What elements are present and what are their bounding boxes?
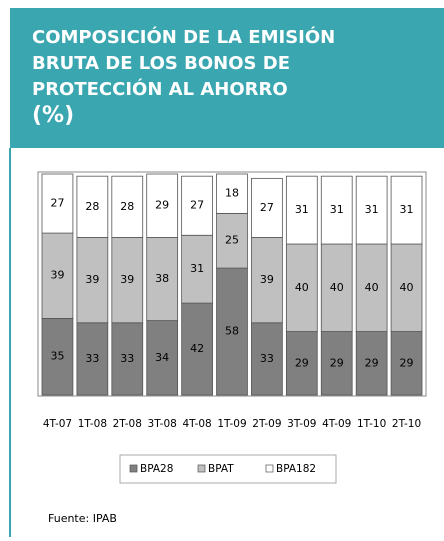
x-tick-label: 1T-09 — [217, 418, 246, 430]
x-tick-label: 1T-10 — [357, 418, 386, 430]
data-label: 29 — [330, 356, 344, 369]
bar-segment — [181, 234, 213, 304]
title-line: PROTECCIÓN AL AHORRO — [32, 78, 288, 100]
legend-label: BPA28 — [140, 463, 173, 475]
bar-segment — [355, 331, 388, 396]
bar-segment — [251, 177, 283, 238]
data-label: 40 — [400, 281, 414, 294]
bar-segment — [76, 322, 109, 396]
bar-segment — [390, 331, 423, 396]
data-label: 33 — [260, 352, 274, 365]
data-label: 27 — [50, 197, 64, 210]
data-label: 29 — [365, 356, 379, 369]
data-label: 33 — [85, 352, 99, 365]
bar-segment — [355, 175, 388, 245]
data-label: 39 — [50, 269, 64, 282]
data-label: 39 — [260, 273, 274, 286]
bar-segment — [285, 331, 318, 396]
data-label: 35 — [50, 350, 64, 363]
bar-segment — [111, 175, 144, 238]
data-label: 29 — [155, 199, 169, 212]
x-tick-label: 2T-10 — [392, 418, 421, 430]
bar-segment — [285, 243, 318, 332]
data-label: 38 — [155, 272, 169, 285]
data-label: 42 — [190, 342, 204, 355]
bar-segment — [216, 212, 248, 269]
bar-segment — [320, 243, 353, 332]
bar-segment — [390, 175, 423, 245]
data-label: 18 — [225, 187, 239, 200]
bar-segment — [320, 331, 353, 396]
data-label: 31 — [365, 203, 379, 216]
x-tick-label: 3T-08 — [148, 418, 177, 430]
data-label: 25 — [225, 234, 239, 247]
data-label: 31 — [295, 203, 309, 216]
data-label: 40 — [295, 281, 309, 294]
data-label: 31 — [190, 262, 204, 275]
bar-segment — [41, 173, 74, 234]
data-label: 39 — [85, 273, 99, 286]
data-label: 34 — [155, 351, 169, 364]
bar-segment — [181, 175, 213, 236]
x-tick-label: 3T-09 — [287, 418, 316, 430]
bar-segment — [146, 320, 179, 396]
data-label: 58 — [225, 325, 239, 338]
bar-segment — [285, 175, 318, 245]
data-label: 27 — [190, 199, 204, 212]
bar-segment — [76, 237, 109, 324]
data-label: 31 — [330, 203, 344, 216]
source: Fuente: IPAB — [48, 512, 117, 525]
x-tick-label: 1T-08 — [78, 418, 107, 430]
data-label: 27 — [260, 201, 274, 214]
data-label: 28 — [120, 200, 134, 213]
data-label: 33 — [120, 352, 134, 365]
data-label: 39 — [120, 273, 134, 286]
bar-segment — [390, 243, 423, 332]
data-label: 29 — [400, 356, 414, 369]
title-line: (%) — [32, 103, 74, 128]
title-line: BRUTA DE LOS BONOS DE — [32, 53, 290, 74]
x-tick-label: 4T-07 — [43, 418, 72, 430]
bar-segment — [146, 237, 179, 322]
bar-segment — [76, 175, 109, 238]
legend-label: BPAT — [208, 463, 234, 475]
bar-segment — [111, 322, 144, 396]
data-label: 40 — [365, 281, 379, 294]
bar-segment — [146, 173, 179, 238]
bar-segment — [216, 267, 248, 396]
x-tick-label: 2T-09 — [252, 418, 281, 430]
data-label: 29 — [295, 356, 309, 369]
x-tick-label: 4T-08 — [182, 418, 211, 430]
bar-segment — [181, 302, 213, 396]
legend-swatch — [197, 464, 206, 473]
bar-segment — [320, 175, 353, 245]
bar-segment — [251, 322, 283, 396]
data-label: 28 — [85, 200, 99, 213]
title-line: COMPOSICIÓN DE LA EMISIÓN — [32, 26, 335, 48]
bar-segment — [41, 232, 74, 319]
legend-label: BPA182 — [276, 463, 316, 475]
legend-swatch — [129, 464, 138, 473]
legend-box — [119, 454, 337, 484]
x-tick-label: 2T-08 — [113, 418, 142, 430]
header-band — [10, 8, 444, 148]
bar-segment — [251, 237, 283, 324]
legend-swatch — [265, 464, 274, 473]
data-label: 40 — [330, 281, 344, 294]
x-tick-label: 4T-09 — [322, 418, 351, 430]
data-label: 31 — [400, 203, 414, 216]
bar-segment — [216, 173, 248, 214]
